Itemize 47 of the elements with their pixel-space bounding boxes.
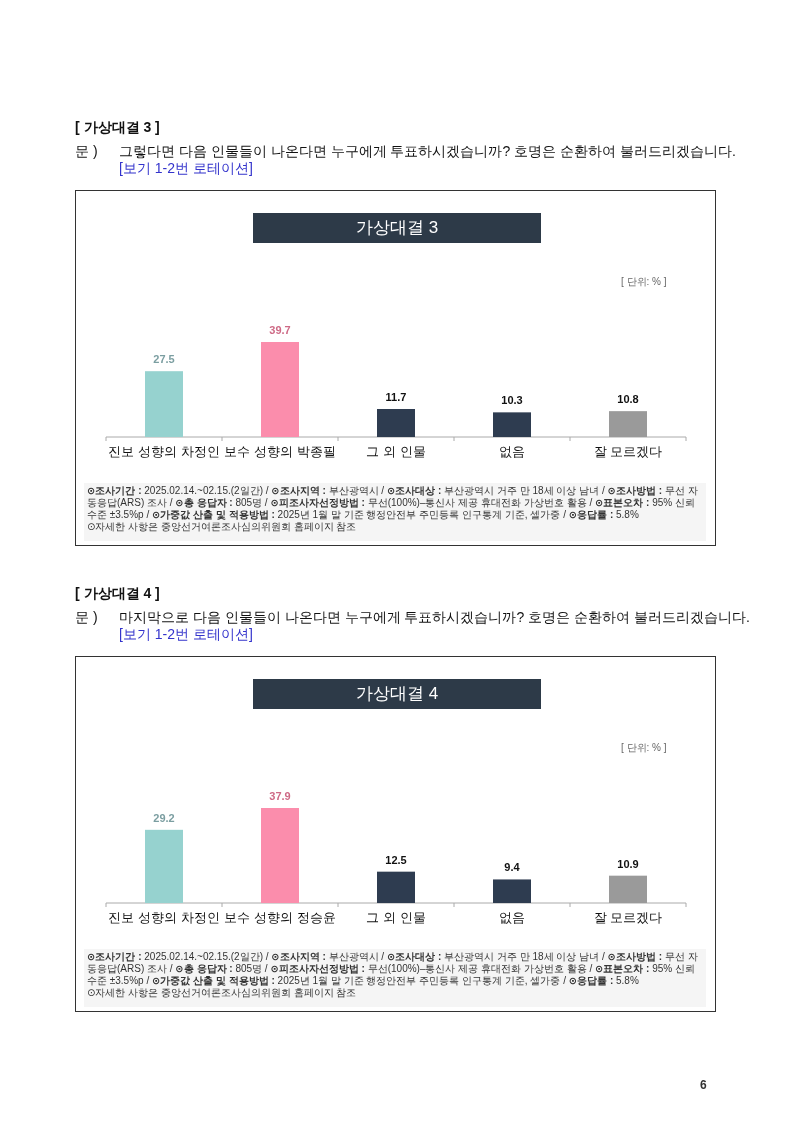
x-tick-label: 진보 성향의 차정인 — [108, 910, 220, 925]
chart-subtitle: 그렇다면 다음 인물들이 나온다면 누구에게 투표하시겠습니까? 호명은 순환하여 불러드리겠습니다. — [119, 143, 736, 161]
text: [ 가상대결 4 ] — [75, 585, 160, 603]
data-label: 9.4 — [504, 861, 521, 874]
data-label: 37.9 — [269, 790, 291, 802]
data-label: 10.9 — [617, 857, 639, 870]
x-tick-label: 그 외 인물 — [366, 444, 426, 459]
bar — [609, 411, 647, 437]
text: 문 ) — [75, 143, 98, 161]
text: 6 — [700, 1078, 707, 1092]
bar — [609, 875, 647, 903]
x-tick-label: 진보 성향의 차정인 — [108, 444, 220, 459]
text: [보기 1-2번 로테이션] — [119, 160, 253, 178]
data-label: 10.3 — [501, 394, 523, 407]
text: ⊙조사기간 : 2025.02.14.~02.15.(2일간) / ⊙조사지역 : 부산광역시 / ⊙조사대상 : 부산광역시 거주 만 18세 이상 남녀 / ⊙조사방법 : 무선 자동응답(ARS) 조사 / ⊙총 응답자 : 805명 / ⊙피조사자선정방법 : 무선(100%)–통신사 제공 휴대전화 가상번호 활용 / ⊙표본오차 : 95% 신뢰수준 ±3.5%p / ⊙가중값 산출 및 적용방법 : 2025년 1월 말 기준 행정안전부 주민등록 인구통계 기준, 셀가중 / ⊙응답률 : 5.8% — [87, 951, 698, 986]
text: [ 단위: % ] — [621, 275, 667, 289]
bar — [377, 409, 415, 437]
x-tick-label: 없음 — [499, 444, 525, 459]
data-label: 39.7 — [269, 324, 291, 336]
bar — [145, 371, 183, 437]
chart-title: 가상대결 3 — [253, 213, 541, 243]
x-tick-label: 보수 성향의 박종필 — [224, 444, 336, 459]
bar — [261, 808, 299, 903]
data-label: 10.8 — [617, 393, 639, 406]
chart-title: 가상대결 4 — [253, 679, 541, 709]
bar — [493, 412, 531, 437]
data-label: 11.7 — [385, 391, 407, 403]
bar — [377, 871, 415, 903]
data-label: 29.2 — [153, 811, 175, 824]
text: ⊙자세한 사항은 중앙선거여론조사심의위원회 홈페이지 참조 — [87, 521, 358, 533]
text: [ 가상대결 3 ] — [75, 119, 160, 137]
x-tick-label: 보수 성향의 정승윤 — [224, 910, 336, 925]
text: 문 ) — [75, 609, 98, 627]
bar — [493, 879, 531, 903]
chart-subtitle: 마지막으로 다음 인물들이 나온다면 누구에게 투표하시겠습니까? 호명은 순환하여 불러드리겠습니다. — [119, 609, 750, 627]
data-label: 27.5 — [153, 353, 175, 366]
text: ⊙조사기간 : 2025.02.14.~02.15.(2일간) / ⊙조사지역 : 부산광역시 / ⊙조사대상 : 부산광역시 거주 만 18세 이상 남녀 / ⊙조사방법 : 무선 자동응답(ARS) 조사 / ⊙총 응답자 : 805명 / ⊙피조사자선정방법 : 무선(100%)–통신사 제공 휴대전화 가상번호 활용 / ⊙표본오차 : 95% 신뢰수준 ±3.5%p / ⊙가중값 산출 및 적용방법 : 2025년 1월 말 기준 행정안전부 주민등록 인구통계 기준, 셀가중 / ⊙응답률 : 5.8% — [87, 485, 698, 520]
text: [ 단위: % ] — [621, 741, 667, 755]
x-tick-label: 잘 모르겠다 — [593, 910, 663, 925]
bar — [145, 829, 183, 903]
x-tick-label: 없음 — [499, 910, 525, 925]
bar — [261, 342, 299, 437]
text: ⊙자세한 사항은 중앙선거여론조사심의위원회 홈페이지 참조 — [87, 987, 358, 999]
data-label: 12.5 — [385, 853, 407, 866]
x-tick-label: 잘 모르겠다 — [593, 444, 663, 459]
x-tick-label: 그 외 인물 — [366, 910, 426, 925]
text: [보기 1-2번 로테이션] — [119, 626, 253, 644]
